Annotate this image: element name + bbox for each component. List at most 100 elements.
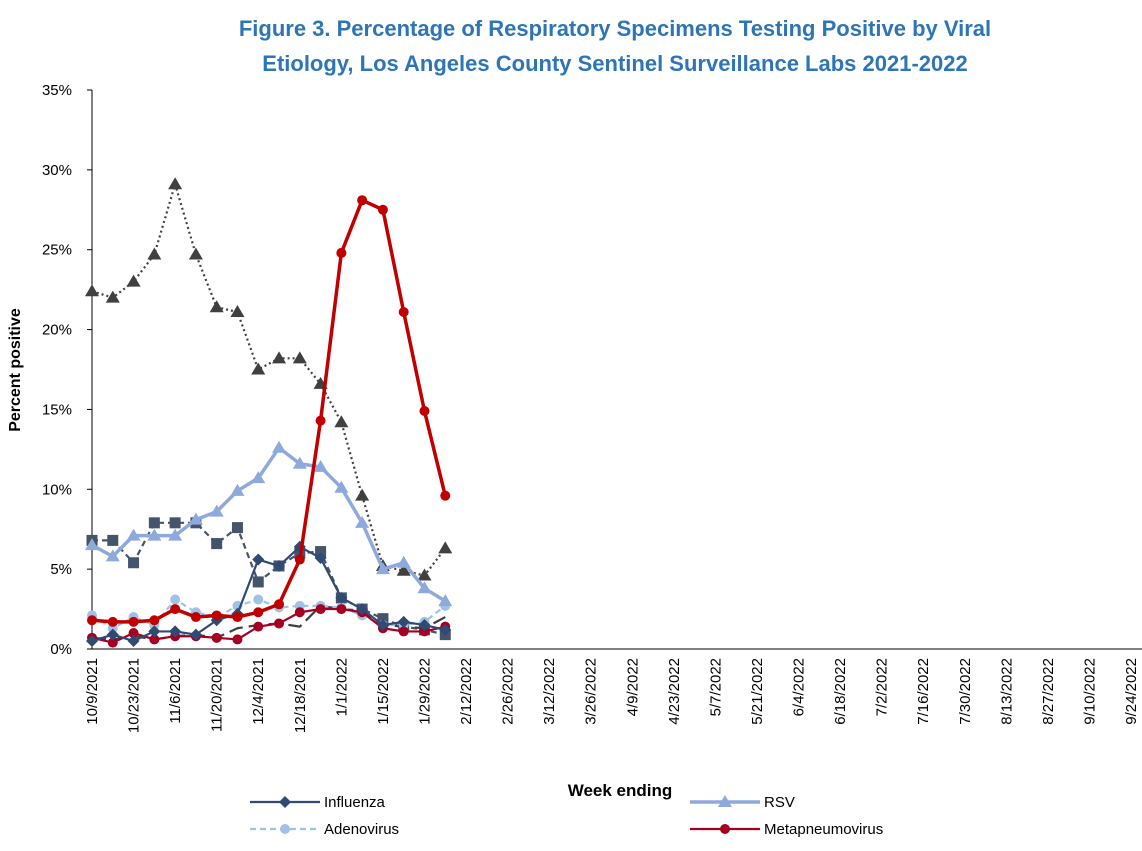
marker (209, 300, 224, 313)
y-tick-label: 0% (50, 641, 72, 658)
x-tick-label: 1/15/2022 (375, 658, 392, 725)
x-tick-label: 4/23/2022 (666, 658, 683, 725)
marker (126, 528, 141, 541)
marker (148, 625, 161, 638)
marker (188, 247, 203, 260)
marker (188, 512, 203, 525)
marker (417, 581, 432, 594)
legend-label: RSV (764, 794, 795, 811)
marker (170, 594, 181, 605)
marker (127, 635, 140, 648)
x-tick-label: 5/21/2022 (749, 658, 766, 725)
marker (168, 177, 183, 190)
y-tick-label: 10% (42, 481, 72, 498)
x-axis-title: Week ending (568, 781, 673, 800)
y-axis-title: Percent positive (7, 308, 24, 432)
marker (86, 635, 98, 648)
marker (292, 456, 307, 469)
marker (417, 568, 432, 581)
marker (294, 554, 305, 565)
marker (209, 504, 224, 517)
marker (190, 612, 201, 623)
marker (315, 415, 326, 426)
x-tick-label: 7/30/2022 (957, 658, 974, 725)
x-tick-label: 12/4/2021 (250, 658, 267, 725)
marker (252, 576, 264, 588)
marker (398, 626, 409, 637)
marker (396, 555, 411, 568)
marker (355, 488, 370, 501)
marker (149, 615, 160, 626)
marker (396, 563, 411, 576)
marker (253, 594, 264, 605)
marker (334, 415, 349, 428)
marker (314, 551, 327, 564)
x-tick-label: 8/13/2022 (998, 658, 1015, 725)
marker (211, 632, 222, 643)
legend-marker (720, 824, 730, 834)
marker (336, 604, 347, 615)
x-tick-label: 4/9/2022 (624, 658, 641, 716)
marker (419, 406, 430, 417)
y-tick-label: 15% (42, 401, 72, 418)
marker (105, 290, 120, 303)
marker (377, 204, 388, 215)
marker (335, 591, 348, 604)
marker (418, 619, 431, 632)
marker (170, 604, 181, 615)
marker (253, 607, 264, 618)
marker (397, 615, 410, 628)
legend-marker (279, 796, 291, 808)
marker (107, 616, 118, 627)
legend-label: Metapneumovirus (764, 821, 883, 838)
x-tick-label: 11/20/2021 (209, 658, 226, 732)
chart-title: Etiology, Los Angeles County Sentinel Su… (262, 51, 967, 76)
marker (230, 483, 245, 496)
y-tick-label: 30% (42, 162, 72, 179)
marker (438, 594, 453, 607)
marker (231, 522, 243, 534)
series-line (91, 598, 446, 630)
marker (377, 613, 389, 625)
marker (438, 541, 453, 554)
marker (211, 610, 222, 621)
y-tick-label: 5% (50, 561, 72, 578)
marker (375, 562, 390, 575)
marker (440, 490, 451, 501)
y-tick-label: 35% (42, 82, 72, 99)
marker (273, 559, 286, 572)
marker (398, 307, 409, 318)
legend-marker (718, 795, 732, 807)
marker (292, 351, 307, 364)
x-tick-label: 2/12/2022 (458, 658, 475, 725)
marker (169, 625, 182, 638)
x-tick-label: 12/18/2021 (292, 658, 309, 733)
marker (356, 603, 369, 616)
x-tick-label: 7/2/2022 (874, 658, 891, 716)
y-tick-label: 25% (42, 242, 72, 259)
marker (294, 607, 305, 618)
x-tick-label: 3/26/2022 (583, 658, 600, 725)
marker (85, 284, 99, 297)
x-tick-label: 9/24/2022 (1123, 658, 1140, 725)
marker (336, 247, 347, 258)
x-tick-label: 2/26/2022 (500, 658, 517, 725)
marker (106, 628, 119, 641)
marker (439, 623, 452, 636)
marker (274, 618, 285, 629)
marker (147, 528, 162, 541)
marker (211, 538, 223, 550)
marker (419, 626, 430, 637)
legend-label: Adenovirus (324, 821, 399, 838)
marker (376, 619, 389, 632)
marker (334, 480, 349, 493)
marker (315, 546, 327, 558)
series-line (92, 521, 446, 636)
marker (169, 517, 181, 529)
marker (232, 634, 243, 645)
marker (147, 247, 162, 260)
marker (251, 362, 266, 375)
marker (253, 621, 264, 632)
marker (128, 557, 140, 569)
